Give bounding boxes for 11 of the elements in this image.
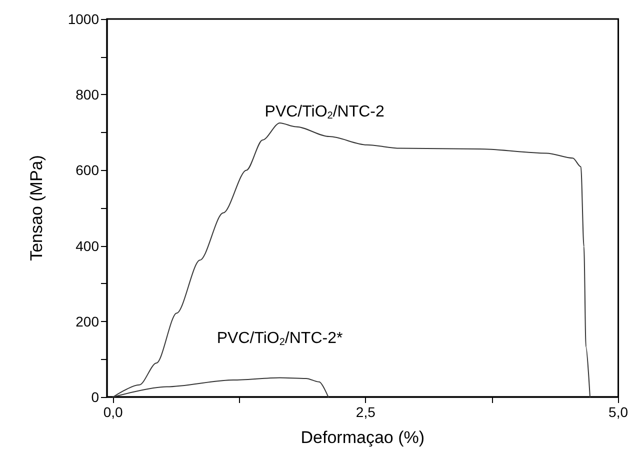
- y-axis-title: Tensao (MPa): [27, 155, 46, 261]
- y-tick-label: 0: [91, 389, 100, 405]
- y-tick-label: 600: [76, 162, 100, 178]
- y-tick-label: 200: [76, 313, 100, 330]
- y-tick-label: 1000: [68, 11, 100, 27]
- x-tick-label: 0,0: [103, 404, 124, 420]
- y-tick-label: 800: [76, 86, 100, 103]
- x-tick-label: 5,0: [608, 404, 628, 420]
- x-axis-title: Deformaçao (%): [300, 428, 425, 447]
- x-tick-label: 2,5: [356, 404, 376, 420]
- y-tick-label: 400: [76, 238, 100, 254]
